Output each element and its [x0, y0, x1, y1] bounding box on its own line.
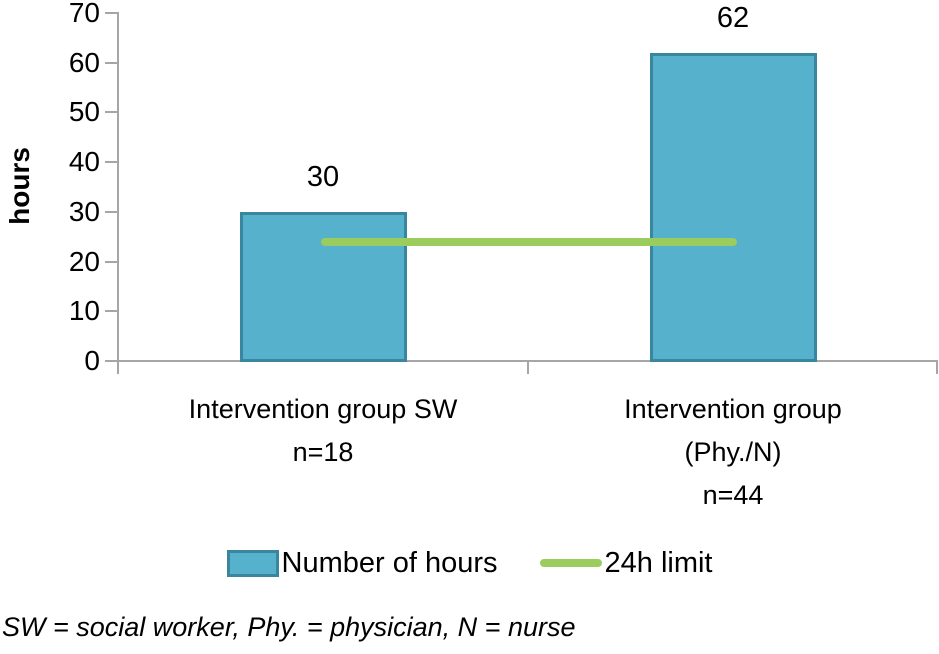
y-tick-mark: [105, 260, 118, 263]
y-tick-label: 30: [68, 195, 100, 227]
x-category-label-line: n=44: [702, 480, 764, 510]
bar: [649, 52, 817, 362]
y-tick-label: 50: [68, 96, 100, 128]
y-tick-label: 60: [68, 46, 100, 78]
footnote: SW = social worker, Phy. = physician, N …: [2, 612, 576, 642]
x-axis-line: [105, 360, 938, 362]
bar-value-label: 62: [716, 1, 750, 34]
x-category-label-line: (Phy./N): [684, 437, 782, 467]
y-axis-line: [117, 12, 119, 374]
x-category-label: Intervention group SW n=18: [113, 388, 533, 474]
legend-line-swatch: [539, 559, 602, 567]
legend: Number of hours 24h limit: [0, 544, 939, 582]
y-tick-mark: [105, 61, 118, 64]
y-tick-label: 40: [68, 146, 100, 178]
x-category-label-line: Intervention group SW: [188, 394, 458, 424]
y-tick-mark: [105, 310, 118, 313]
limit-line: [321, 237, 737, 246]
bar: [239, 211, 407, 362]
legend-bar-label: Number of hours: [281, 546, 498, 579]
x-axis-tick-right: [936, 360, 938, 374]
x-category-label: Intervention group (Phy./N) n=44: [523, 388, 939, 517]
y-tick-mark: [105, 111, 118, 114]
x-category-label-line: n=18: [292, 437, 354, 467]
legend-bar-swatch: [226, 549, 279, 577]
y-tick-label: 10: [68, 295, 100, 327]
y-tick-mark: [105, 12, 118, 14]
y-tick-label: 70: [68, 0, 100, 28]
x-category-label-line: Intervention group: [624, 394, 842, 424]
y-tick-label: 0: [84, 345, 100, 376]
legend-line-label: 24h limit: [604, 546, 713, 579]
y-tick-mark: [105, 210, 118, 213]
bar-value-label: 30: [306, 160, 340, 193]
y-tick-mark: [105, 161, 118, 164]
y-tick-label: 20: [68, 245, 100, 277]
x-axis-tick-mid: [527, 360, 529, 374]
